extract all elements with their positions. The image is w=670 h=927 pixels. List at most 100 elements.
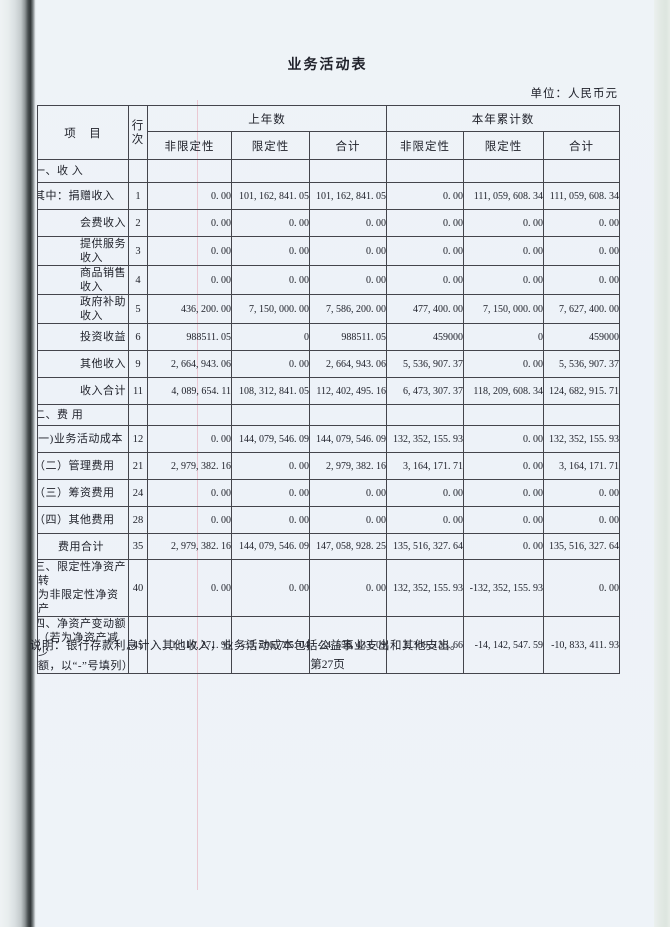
table-header-row-group: 项 目 行 次 上年数 本年累计数 [37,105,621,160]
item-label-cell: 其他收入 [37,350,129,378]
value-cell: -35, 766, 705. 04 [231,616,310,674]
book-binding-edge [0,0,37,927]
value-cell: 0. 00 [231,452,310,480]
header-cur-restricted: 限定性 [463,131,545,160]
value-cell: 2, 664, 943. 06 [308,350,388,378]
table-row: 政府补助收入 5 436, 200. 00 7, 150, 000. 00 7, 586… [37,294,621,324]
value-cell [543,159,621,183]
value-cell: 0. 00 [386,506,465,534]
table-row: 提供服务收入 3 0. 00 0. 00 0. 00 0. 00 0. 00 0. 00 [37,236,621,266]
value-cell: 112, 402, 495. 16 [308,377,388,405]
value-cell: 0. 00 [231,265,310,295]
value-cell: 0. 00 [463,236,545,266]
line-number-cell: 9 [128,350,148,378]
value-cell [308,404,388,426]
value-cell: 0. 00 [147,559,232,617]
table-row: 一、收 入 [37,159,621,183]
line-number-cell: 3 [128,236,148,266]
item-label-cell: 会费收入 [37,209,129,237]
item-label-cell: 四、净资产变动额 （若为净资产减少 额，以“-”号填列） [37,616,129,674]
value-cell: 7, 586, 200. 00 [308,294,388,324]
header-item: 项 目 [37,105,129,160]
value-cell: 4, 089, 654. 11 [147,377,232,405]
value-cell: 0. 00 [386,209,465,237]
value-cell: 0. 00 [308,479,388,507]
value-cell [147,404,232,426]
line-number-cell: 12 [128,425,148,453]
value-cell: 7, 150, 000. 00 [231,294,310,324]
value-cell: 0. 00 [543,479,621,507]
value-cell: 0. 00 [463,265,545,295]
table-row: 三、限定性净资产转 为非限定性净资产 40 0. 00 0. 00 0. 00 132, … [37,559,621,617]
item-label-cell: 二、费 用 [37,404,129,426]
table-row: 会费收入 2 0. 00 0. 00 0. 00 0. 00 0. 00 0. 00 [37,209,621,237]
value-cell: 0. 00 [308,236,388,266]
value-cell: 132, 352, 155. 93 [543,425,621,453]
table-row: 费用合计 35 2, 979, 382. 16 144, 079, 546. 09 14… [37,533,621,560]
header-prev-unrestricted: 非限定性 [147,131,232,160]
value-cell: 0. 00 [543,236,621,266]
value-cell: 0. 00 [463,425,545,453]
header-cur-total: 合计 [543,131,621,160]
value-cell: 6, 473, 307. 37 [386,377,465,405]
item-label-cell: 投资收益 [37,323,129,351]
value-cell [463,159,545,183]
table-row: 二、费 用 [37,404,621,426]
value-cell: 0. 00 [463,209,545,237]
value-cell [543,404,621,426]
value-cell: 2, 979, 382. 16 [308,452,388,480]
value-cell: 7, 627, 400. 00 [543,294,621,324]
table-row: 商品销售收入 4 0. 00 0. 00 0. 00 0. 00 0. 00 0. 00 [37,265,621,295]
value-cell: 0. 00 [308,265,388,295]
value-cell [147,159,232,183]
value-cell [231,159,310,183]
line-number-cell: 6 [128,323,148,351]
item-label-cell: （二）管理费用 [37,452,129,480]
value-cell: 0. 00 [386,265,465,295]
value-cell: 5, 536, 907. 37 [543,350,621,378]
value-cell: 0. 00 [543,559,621,617]
value-cell: 0. 00 [147,209,232,237]
value-cell: 101, 162, 841. 05 [231,182,310,210]
value-cell: 0. 00 [543,209,621,237]
table-row: (一)业务活动成本 12 0. 00 144, 079, 546. 09 144, 07… [37,425,621,453]
value-cell: 7, 150, 000. 00 [463,294,545,324]
value-cell: -34, 656, 433. 09 [308,616,388,674]
value-cell: 108, 312, 841. 05 [231,377,310,405]
value-cell [386,404,465,426]
value-cell: 101, 162, 841. 05 [308,182,388,210]
value-cell: 0. 00 [147,425,232,453]
value-cell: 0. 00 [463,533,545,560]
item-label-cell: 政府补助收入 [37,294,129,324]
value-cell: 144, 079, 546. 09 [308,425,388,453]
value-cell: 988511. 05 [308,323,388,351]
value-cell: 0 [231,323,310,351]
value-cell: 0. 00 [147,265,232,295]
value-cell [308,159,388,183]
value-cell: 988511. 05 [147,323,232,351]
value-cell: 0. 00 [543,506,621,534]
table-header-row-sub: 非限定性 限定性 合计 非限定性 限定性 合计 [38,131,621,160]
line-number-cell: 24 [128,479,148,507]
value-cell: 3, 164, 171. 71 [543,452,621,480]
item-label-cell: 三、限定性净资产转 为非限定性净资产 [37,559,129,617]
value-cell: 0. 00 [231,236,310,266]
item-label-cell: 收入合计 [37,377,129,405]
value-cell: 0. 00 [463,506,545,534]
header-current-year: 本年累计数 [386,105,621,132]
value-cell [463,404,545,426]
page-title: 业务活动表 [287,58,368,73]
header-prev-total: 合计 [308,131,388,160]
value-cell: 459000 [386,323,465,351]
value-cell: 2, 979, 382. 16 [147,533,232,560]
line-number-cell: 28 [128,506,148,534]
value-cell: 477, 400. 00 [386,294,465,324]
value-cell: 459000 [543,323,621,351]
table-row: 投资收益 6 988511. 05 0 988511. 05 459000 0 459000 [37,323,621,351]
header-cur-unrestricted: 非限定性 [386,131,465,160]
value-cell: 5, 536, 907. 37 [386,350,465,378]
value-cell: 0. 00 [386,182,465,210]
table-row: （二）管理费用 21 2, 979, 382. 16 0. 00 2, 979, 382… [37,452,621,480]
item-label-cell: （四）其他费用 [37,506,129,534]
value-cell: 144, 079, 546. 09 [231,425,310,453]
